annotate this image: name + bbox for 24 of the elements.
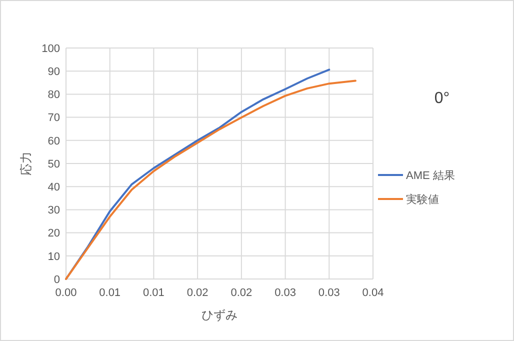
y-tick-label: 80	[48, 89, 60, 102]
x-tick-label: 0.01	[99, 287, 121, 299]
y-tick-label: 30	[48, 204, 60, 217]
text: 0°	[434, 90, 450, 107]
y-tick-label: 100	[42, 42, 60, 55]
x-tick-label: 0.00	[55, 287, 77, 299]
x-tick-label: 0.02	[230, 287, 252, 299]
x-tick-label: 0.04	[362, 287, 384, 299]
y-tick-label: 60	[48, 135, 60, 148]
y-tick-label: 50	[48, 158, 60, 170]
y-tick-label: 20	[48, 228, 60, 240]
legend-label: 実験値	[406, 192, 439, 206]
y-axis-title: 応力	[19, 152, 33, 176]
x-tick-label: 0.02	[186, 287, 208, 299]
x-tick-label: 0.01	[143, 287, 164, 299]
x-tick-label: 0.03	[274, 287, 296, 299]
x-axis-title: ひずみ	[202, 308, 238, 322]
y-tick-label: 0	[54, 274, 60, 286]
x-tick-label: 0.03	[318, 287, 340, 299]
y-tick-label: 70	[48, 112, 60, 124]
y-tick-label: 90	[48, 66, 60, 78]
y-tick-label: 40	[48, 181, 60, 194]
legend-label: AME 結果	[406, 170, 455, 182]
y-tick-label: 10	[48, 250, 60, 263]
